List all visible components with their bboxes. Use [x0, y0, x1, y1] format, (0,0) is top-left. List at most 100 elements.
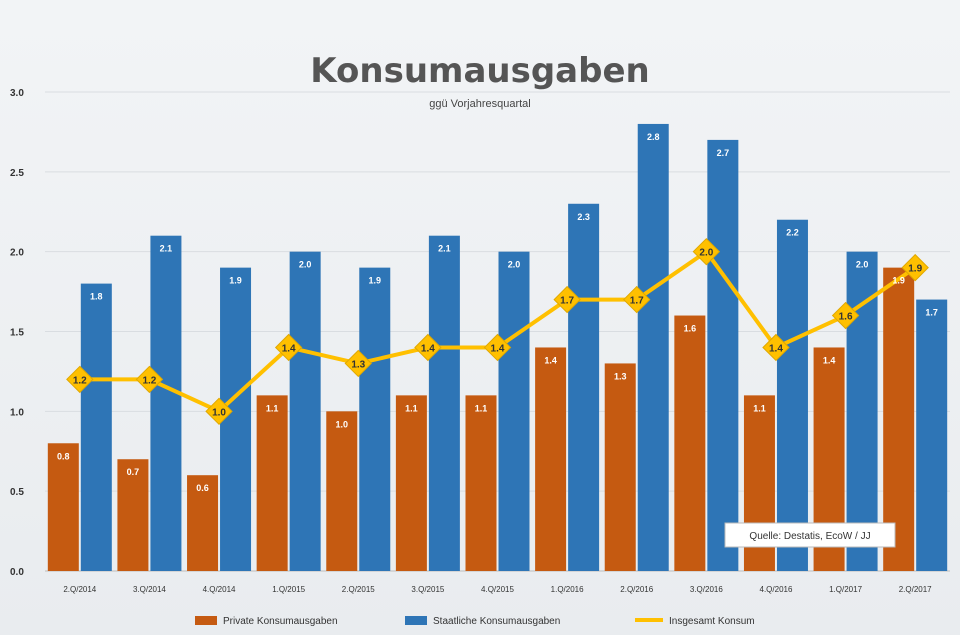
data-label-state: 2.0: [508, 260, 521, 270]
data-label-private: 1.1: [475, 403, 488, 413]
bar-private: [256, 395, 288, 571]
source-note: Quelle: Destatis, EcoW / JJ: [724, 522, 896, 548]
data-label-private: 1.4: [544, 355, 557, 365]
line-marker-total: [135, 365, 164, 394]
bars-layer: [47, 123, 948, 571]
line-marker-total: [274, 333, 303, 362]
bar-private: [604, 363, 636, 571]
data-label-total: 1.2: [142, 375, 156, 386]
bar-private: [465, 395, 497, 571]
line-marker-total: [901, 253, 929, 282]
line-marker-total: [66, 365, 94, 394]
bar-private: [674, 315, 706, 571]
x-tick-label: 4.Q/2016: [760, 585, 793, 594]
data-label-state: 2.8: [647, 132, 660, 142]
x-tick-label: 1.Q/2016: [551, 585, 584, 594]
data-label-private: 1.9: [892, 276, 905, 286]
data-label-state: 2.7: [717, 148, 730, 158]
bar-state: [916, 299, 948, 571]
x-tick-label: 3.Q/2014: [133, 585, 166, 594]
line-marker-total: [553, 285, 581, 314]
bar-state: [637, 123, 669, 571]
data-label-private: 1.1: [266, 403, 279, 413]
data-label-state: 2.0: [299, 260, 312, 270]
bar-private: [326, 411, 358, 571]
bar-state: [498, 251, 530, 571]
legend-label: Staatliche Konsumausgaben: [433, 616, 560, 627]
x-tick-label: 3.Q/2015: [411, 585, 444, 594]
data-label-state: 2.0: [856, 260, 869, 270]
data-label-total: 1.9: [908, 264, 922, 275]
bar-private: [187, 475, 219, 571]
x-tick-label: 2.Q/2014: [63, 585, 96, 594]
legend-label: Private Konsumausgaben: [223, 616, 338, 627]
x-tick-label: 2.Q/2015: [342, 585, 375, 594]
bar-private: [395, 395, 427, 571]
data-label-state: 2.3: [577, 212, 590, 222]
data-label-private: 1.6: [684, 324, 697, 334]
source-note-text: Quelle: Destatis, EcoW / JJ: [749, 531, 870, 542]
source-note-box: [724, 522, 896, 548]
bar-private: [535, 347, 567, 571]
data-label-private: 1.0: [336, 419, 349, 429]
labels-layer: 0.8 1.8 2.Q/2014 0.7 2.1 3.Q/2014 0.6 1.9 4.Q/20…: [57, 132, 938, 594]
bar-state: [359, 267, 391, 571]
chart-subtitle: ggü Vorjahresquartal: [429, 98, 531, 110]
x-tick-label: 4.Q/2015: [481, 585, 514, 594]
line-marker-total: [205, 397, 233, 426]
bar-state: [568, 203, 600, 571]
data-label-state: 1.7: [925, 308, 938, 318]
legend-label: Insgesamt Konsum: [669, 616, 755, 627]
y-tick-label: 2.5: [10, 168, 24, 179]
x-tick-label: 2.Q/2017: [899, 585, 932, 594]
data-label-state: 2.2: [786, 228, 799, 238]
data-label-total: 1.4: [421, 343, 435, 354]
bar-state: [707, 139, 739, 571]
x-tick-label: 3.Q/2016: [690, 585, 723, 594]
x-tick-label: 2.Q/2016: [620, 585, 653, 594]
line-marker-total: [692, 237, 721, 266]
data-label-private: 0.7: [127, 467, 140, 477]
y-tick-label: 0.0: [10, 567, 24, 578]
line-marker-total: [344, 349, 372, 378]
x-tick-label: 4.Q/2014: [203, 585, 236, 594]
data-label-total: 1.6: [839, 312, 853, 323]
line-marker-total: [762, 333, 790, 362]
data-label-private: 0.8: [57, 451, 70, 461]
bar-state: [80, 283, 112, 571]
data-label-state: 1.9: [369, 276, 382, 286]
bar-private: [117, 459, 149, 571]
data-label-total: 1.3: [351, 359, 365, 370]
data-label-total: 1.7: [630, 296, 644, 307]
data-label-private: 1.1: [405, 403, 418, 413]
y-tick-label: 3.0: [10, 88, 24, 99]
y-tick-label: 0.5: [10, 487, 24, 498]
bar-private: [883, 267, 915, 571]
bar-state: [150, 235, 182, 571]
line-marker-total: [623, 285, 651, 314]
y-tick-label: 2.0: [10, 248, 24, 259]
data-label-total: 1.2: [73, 375, 87, 386]
data-label-state: 2.1: [438, 244, 451, 254]
bar-state: [428, 235, 460, 571]
line-marker-total: [414, 333, 442, 362]
bar-state: [289, 251, 321, 571]
legend-swatch: [405, 616, 427, 625]
bar-state: [220, 267, 252, 571]
data-label-state: 2.1: [160, 244, 173, 254]
legend: Private Konsumausgaben Staatliche Konsuma…: [195, 616, 755, 627]
line-marker-total: [483, 333, 512, 362]
y-tick-label: 1.0: [10, 407, 24, 418]
data-label-state: 1.8: [90, 292, 103, 302]
bar-private: [47, 443, 79, 571]
data-label-private: 0.6: [196, 483, 209, 493]
y-tick-label: 1.5: [10, 328, 24, 339]
line-marker-total: [831, 301, 860, 330]
data-label-total: 1.4: [491, 343, 505, 354]
bar-state: [776, 219, 808, 571]
data-label-private: 1.1: [753, 403, 766, 413]
chart-title: Konsumausgaben: [310, 51, 649, 91]
data-label-state: 1.9: [229, 276, 242, 286]
